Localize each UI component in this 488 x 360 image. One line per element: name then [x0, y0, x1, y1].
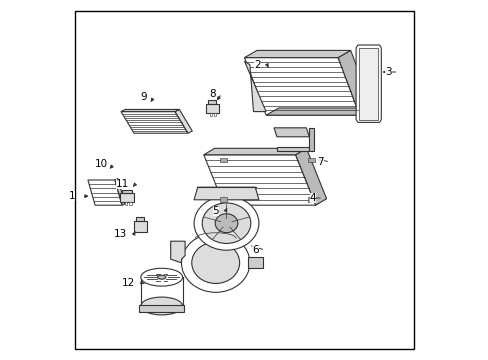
Bar [205, 104, 218, 113]
Ellipse shape [157, 275, 165, 279]
Polygon shape [121, 112, 187, 133]
Bar [124, 202, 127, 205]
Polygon shape [244, 50, 350, 58]
Ellipse shape [181, 233, 249, 292]
Bar [133, 221, 146, 232]
Bar [207, 100, 216, 104]
Polygon shape [295, 148, 326, 205]
Bar [213, 113, 216, 116]
Polygon shape [309, 128, 313, 151]
Polygon shape [358, 48, 378, 120]
Text: 1: 1 [68, 191, 75, 201]
Bar [139, 305, 184, 312]
Bar [307, 197, 314, 202]
Polygon shape [276, 147, 309, 151]
Ellipse shape [191, 242, 239, 283]
Bar [219, 158, 226, 162]
Bar [219, 197, 226, 202]
Text: 11: 11 [116, 179, 129, 189]
Bar [120, 193, 134, 202]
Polygon shape [355, 45, 381, 122]
Ellipse shape [202, 203, 250, 243]
Text: 4: 4 [309, 193, 316, 203]
Ellipse shape [215, 214, 237, 233]
Text: 12: 12 [121, 278, 134, 288]
Polygon shape [273, 128, 309, 137]
Polygon shape [244, 58, 359, 115]
Text: 10: 10 [94, 159, 107, 169]
Polygon shape [247, 257, 262, 268]
Ellipse shape [141, 297, 182, 315]
Bar [129, 202, 132, 205]
Ellipse shape [194, 196, 258, 250]
Text: 5: 5 [212, 206, 219, 216]
Polygon shape [265, 108, 371, 115]
Polygon shape [88, 180, 122, 205]
Text: 9: 9 [141, 92, 147, 102]
Ellipse shape [141, 268, 182, 286]
Text: 3: 3 [385, 67, 391, 77]
Polygon shape [115, 179, 125, 205]
Bar [307, 158, 314, 162]
Bar [136, 217, 144, 221]
Text: 2: 2 [254, 60, 260, 70]
Text: 13: 13 [114, 229, 127, 239]
Polygon shape [170, 241, 185, 263]
Polygon shape [194, 187, 258, 200]
Text: 8: 8 [209, 89, 215, 99]
Polygon shape [203, 148, 306, 155]
Polygon shape [244, 61, 265, 112]
Polygon shape [175, 109, 192, 133]
Polygon shape [203, 155, 315, 205]
Text: 6: 6 [252, 245, 258, 255]
Bar [122, 190, 132, 193]
Text: 7: 7 [316, 157, 323, 167]
Polygon shape [121, 109, 179, 112]
Bar [209, 113, 212, 116]
Polygon shape [337, 50, 371, 115]
